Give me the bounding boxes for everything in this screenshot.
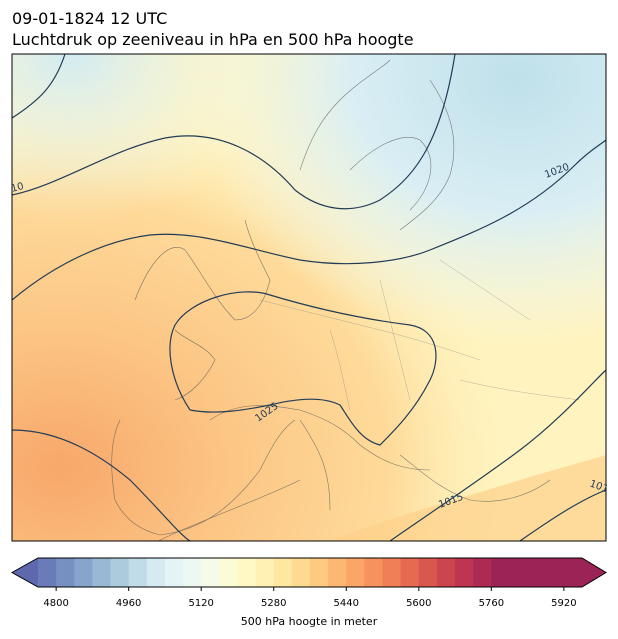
colorbar-cell bbox=[436, 558, 456, 587]
borders bbox=[259, 259, 581, 411]
colorbar-cells bbox=[10, 557, 607, 588]
colorbar-cell bbox=[219, 558, 238, 587]
colorbar-tick-label: 5760 bbox=[478, 598, 505, 609]
colorbar-cell bbox=[382, 558, 402, 587]
colorbar-tick-label: 5600 bbox=[406, 598, 432, 609]
map-subtitle: Luchtdruk op zeeniveau in hPa en 500 hPa… bbox=[12, 30, 414, 49]
colorbar-tick-label: 4800 bbox=[43, 598, 69, 609]
colorbar-cell bbox=[527, 558, 547, 587]
colorbar-extend-low bbox=[12, 558, 38, 587]
colorbar-tick-label: 5280 bbox=[260, 598, 287, 609]
colorbar-extend-high bbox=[582, 558, 606, 587]
colorbar-cell bbox=[400, 558, 420, 587]
colorbar-cell bbox=[491, 558, 510, 587]
colorbar-label: 500 hPa hoogte in meter bbox=[240, 615, 378, 628]
colorbar-cell bbox=[201, 558, 220, 587]
colorbar-cell bbox=[92, 558, 112, 587]
colorbar-cell bbox=[545, 558, 565, 587]
isobar-label: 10 bbox=[10, 181, 25, 195]
colorbar-cell bbox=[563, 558, 583, 587]
colorbar-tick-label: 4960 bbox=[115, 598, 142, 609]
colorbar-cell bbox=[38, 558, 57, 587]
colorbar-cell bbox=[473, 558, 492, 587]
colorbar-cell bbox=[346, 558, 365, 587]
colorbar-cell bbox=[237, 558, 257, 587]
colorbar-cell bbox=[183, 558, 202, 587]
colorbar-tick-label: 5120 bbox=[188, 598, 214, 609]
colorbar-tick-label: 5920 bbox=[551, 598, 577, 609]
colorbar-cell bbox=[418, 558, 438, 587]
colorbar-cell bbox=[146, 558, 166, 587]
colorbar-cell bbox=[310, 558, 329, 587]
colorbar-cell bbox=[509, 558, 529, 587]
colorbar-cell bbox=[364, 558, 384, 587]
colorbar-tick-label: 5440 bbox=[333, 598, 359, 609]
isobars bbox=[12, 54, 606, 541]
colorbar-cell bbox=[328, 558, 347, 587]
colorbar-cell bbox=[74, 558, 93, 587]
colorbar-cell bbox=[56, 558, 75, 587]
height-field bbox=[12, 54, 606, 541]
colorbar-cell bbox=[291, 558, 311, 587]
colorbar-cell bbox=[273, 558, 293, 587]
colorbar-cell bbox=[455, 558, 474, 587]
colorbar-outline bbox=[10, 557, 607, 588]
map-datetime-title: 09-01-1824 12 UTC bbox=[12, 9, 168, 28]
colorbar-cell bbox=[164, 558, 184, 587]
colorbar-cell bbox=[255, 558, 275, 587]
colorbar-cell bbox=[110, 558, 130, 587]
map-frame bbox=[11, 53, 607, 542]
colorbar-cell bbox=[128, 558, 148, 587]
